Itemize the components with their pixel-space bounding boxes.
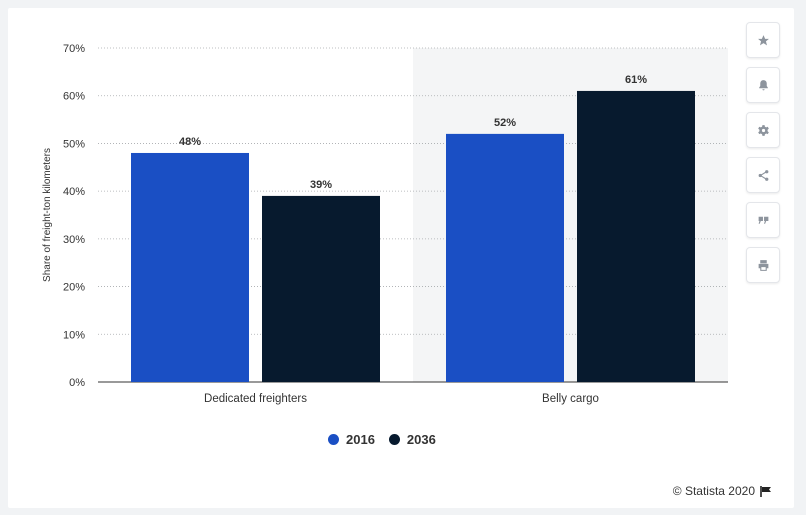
bar-2036-0 [262, 195, 380, 382]
x-category-label: Belly cargo [542, 393, 599, 405]
flag-icon [760, 485, 771, 497]
data-label-2016-1: 52% [494, 117, 516, 129]
cite-button[interactable] [746, 202, 780, 238]
legend-swatch-2036 [388, 434, 400, 445]
y-tick-label: 10% [63, 329, 85, 341]
star-icon [757, 34, 769, 45]
data-label-2016-0: 48% [179, 136, 201, 148]
legend-label-2036: 2036 [406, 432, 436, 447]
settings-button[interactable] [746, 112, 780, 148]
bar-2016-1 [446, 133, 564, 382]
y-tick-label: 50% [63, 138, 85, 150]
gear-icon [757, 124, 769, 136]
y-axis-title: Share of freight-ton kilometers [42, 148, 53, 282]
legend-item-2016[interactable]: 2016 [328, 432, 375, 447]
bar-2016-0 [131, 152, 249, 382]
y-tick-label: 60% [63, 91, 85, 103]
legend-label-2016: 2016 [346, 432, 375, 447]
bell-icon [758, 79, 768, 90]
data-label-2036-0: 39% [310, 179, 332, 191]
chart-card: 0% 10% 20% 30% 40% 50% 60% 70% 48% 39% Dedicated f… [8, 8, 794, 508]
legend-swatch-2016 [328, 434, 339, 445]
y-tick-label: 40% [63, 186, 85, 198]
print-icon [758, 259, 768, 271]
bar-chart: 0% 10% 20% 30% 40% 50% 60% 70% 48% 39% Dedicated f… [42, 43, 728, 405]
print-button[interactable] [746, 247, 780, 283]
x-category-label: Dedicated freighters [204, 393, 307, 405]
y-tick-label: 20% [63, 282, 85, 294]
bar-2036-1 [577, 90, 695, 382]
data-label-2036-1: 61% [625, 74, 647, 86]
share-icon [758, 169, 768, 181]
y-tick-label: 30% [63, 234, 85, 246]
legend-item-2036[interactable]: 2036 [388, 432, 436, 447]
share-button[interactable] [746, 157, 780, 193]
side-toolbar [746, 22, 780, 283]
quote-icon [758, 216, 768, 224]
y-tick-label: 0% [69, 377, 85, 389]
credit-text: © Statista 2020 [672, 484, 755, 498]
y-tick-label: 70% [63, 43, 85, 55]
favorite-button[interactable] [746, 22, 780, 58]
legend: 2016 2036 [328, 432, 436, 447]
statista-credit[interactable]: © Statista 2020 [673, 484, 772, 498]
notification-button[interactable] [746, 67, 780, 103]
